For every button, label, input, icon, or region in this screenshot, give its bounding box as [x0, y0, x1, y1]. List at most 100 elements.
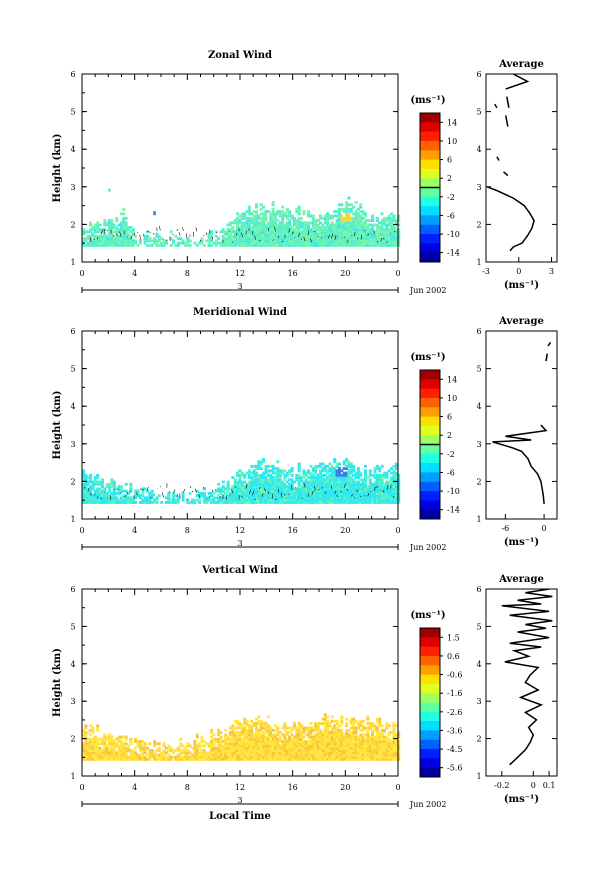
heatmap-cell: [361, 487, 365, 491]
heatmap-cell: [266, 232, 270, 236]
heatmap-cell: [255, 221, 258, 225]
heatmap-cell: [226, 498, 230, 502]
heatmap-cell: [122, 735, 126, 739]
heatmap-cell: [243, 237, 247, 241]
heatmap-cell: [274, 491, 277, 495]
heatmap-cell: [250, 228, 254, 232]
heatmap-cell: [219, 758, 223, 761]
heatmap-cell: [264, 753, 268, 757]
heatmap-cell: [281, 751, 285, 755]
heatmap-cell: [276, 228, 280, 232]
heatmap-cell: [288, 740, 292, 743]
heatmap-cell: [110, 758, 114, 761]
heatmap-cell: [240, 239, 244, 243]
heatmap-cell: [323, 715, 327, 719]
heatmap-cell: [342, 221, 346, 225]
heatmap-cell: [283, 482, 287, 486]
heatmap-cell: [245, 733, 249, 737]
heatmap-cell: [259, 467, 263, 470]
heatmap-cell: [356, 239, 360, 243]
heatmap-cell: [236, 751, 239, 755]
heatmap-cell: [283, 726, 287, 730]
heatmap-cell: [352, 241, 356, 245]
heatmap-cell: [300, 239, 303, 243]
heatmap-cell: [297, 464, 301, 468]
heatmap-cell: [285, 755, 289, 759]
heatmap-cell: [288, 241, 292, 245]
heatmap-cell: [243, 737, 247, 741]
colorbar-segment: [420, 370, 440, 380]
heatmap-cell: [264, 746, 268, 750]
heatmap-cell: [257, 244, 261, 247]
heatmap-cell: [349, 223, 353, 227]
heatmap-cell: [380, 230, 384, 234]
heatmap-cell: [112, 482, 116, 486]
heatmap-cell: [259, 207, 263, 211]
heatmap-cell: [359, 496, 363, 500]
heatmap-cell: [219, 753, 223, 757]
profile-line: [506, 96, 510, 108]
heatmap-cell: [82, 751, 85, 755]
heatmap-cell: [297, 735, 301, 739]
colorbar-tick-label: -2: [447, 450, 455, 459]
heatmap-cell: [255, 717, 258, 721]
heatmap-cell: [214, 758, 218, 761]
profile-y-tick-label: 2: [476, 220, 481, 229]
heatmap-cell: [321, 751, 325, 755]
colorbar-segment: [420, 416, 440, 427]
heatmap-cell: [297, 219, 301, 222]
heatmap-cell: [397, 482, 401, 486]
heatmap-cell: [266, 740, 270, 743]
heatmap-cell: [259, 724, 263, 728]
heatmap-cell: [387, 731, 391, 734]
heatmap-cell: [378, 478, 382, 482]
heatmap-cell: [285, 746, 289, 750]
heatmap-cell: [335, 737, 339, 741]
heatmap-cell: [380, 735, 384, 739]
heatmap-cell: [387, 221, 391, 225]
heatmap-cell: [333, 476, 337, 479]
heatmap-cell: [292, 755, 296, 759]
heatmap-cell: [368, 219, 372, 222]
heatmap-cell: [349, 239, 353, 243]
heatmap-cell: [245, 731, 249, 734]
heatmap-cell: [264, 751, 268, 755]
heatmap-cell: [290, 491, 294, 495]
heatmap-cell: [259, 219, 263, 222]
heatmap-cell: [283, 753, 287, 757]
heatmap-cell: [295, 219, 299, 222]
heatmap-cell: [269, 212, 273, 216]
heatmap-cell: [91, 241, 95, 245]
heatmap-cell: [345, 496, 349, 500]
heatmap-cell: [136, 742, 140, 746]
heatmap-cell: [349, 462, 353, 466]
heatmap-cell: [359, 740, 363, 743]
heatmap-cell: [108, 219, 112, 222]
heatmap-cell: [89, 733, 93, 737]
heatmap-cell: [278, 731, 282, 734]
heatmap-cell: [342, 460, 346, 464]
heatmap-cell: [252, 491, 256, 495]
heatmap-cell: [259, 496, 263, 500]
heatmap-cell: [231, 501, 235, 504]
heatmap-cell: [366, 755, 370, 759]
heatmap-cell: [153, 498, 157, 502]
heatmap-cell: [319, 482, 322, 486]
heatmap-cell: [340, 232, 344, 236]
profile-y-tick-label: 2: [476, 735, 481, 744]
heatmap-cell: [319, 476, 322, 479]
heatmap-cell: [323, 237, 327, 241]
heatmap-cell: [143, 751, 147, 755]
heatmap-cell: [238, 744, 242, 748]
heatmap-cell: [257, 462, 261, 466]
heatmap-cell: [385, 234, 389, 238]
heatmap-cell: [86, 494, 90, 498]
heatmap-cell: [264, 496, 268, 500]
heatmap-cell: [288, 230, 292, 234]
heatmap-cell: [198, 501, 202, 504]
heatmap-cell: [245, 228, 249, 232]
heatmap-cell: [160, 751, 164, 755]
heatmap-cell: [278, 498, 282, 502]
heatmap-cell: [364, 480, 367, 484]
heatmap-cell: [231, 476, 235, 479]
